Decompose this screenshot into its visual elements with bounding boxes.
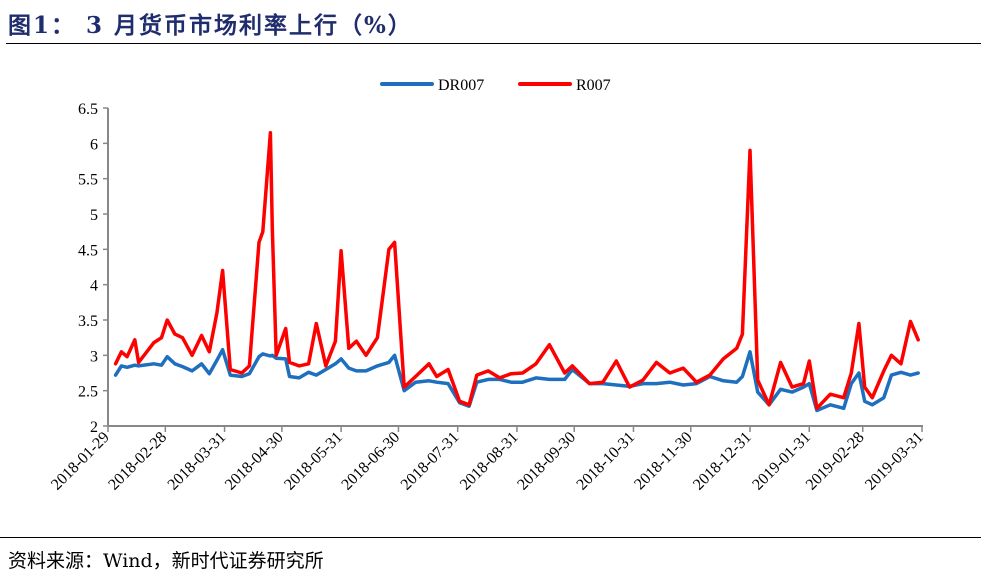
chart-legend: DR007 R007 [380,77,611,94]
y-tick-label: 4 [90,278,98,295]
series-line-r007 [113,130,920,411]
y-tick-label: 3 [90,348,98,365]
x-tick-label: 2018-02-28 [105,429,170,494]
x-tick-label: 2018-12-31 [690,429,755,494]
x-tick-label: 2018-01-29 [48,429,113,494]
x-tick-label: 2018-06-30 [338,429,403,494]
y-tick-label: 5.5 [78,172,98,189]
x-tick-label: 2018-10-31 [573,429,638,494]
y-tick-label: 6 [90,136,98,153]
x-tick-label: 2018-08-31 [457,429,522,494]
source-note: 资料来源：Wind，新时代证券研究所 [8,550,324,572]
x-tick-label: 2018-04-30 [222,429,287,494]
x-tick-label: 2019-03-31 [862,429,927,494]
y-tick-label: 4.5 [78,242,98,259]
y-tick-label: 2.5 [78,384,98,401]
y-tick-label: 6.5 [78,101,98,118]
y-tick-label: 2 [90,419,98,436]
chart-axes: 6.5 6 5.5 5 4.5 4 3.5 3 2.5 22018-01-292018-02-28… [48,101,927,494]
source-divider [0,537,981,538]
legend-label-dr007: DR007 [438,77,484,94]
x-tick-label: 2018-11-30 [631,429,695,493]
x-tick-label: 2018-07-31 [398,429,463,494]
y-tick-label: 3.5 [78,313,98,330]
chart-title: 图1： 3 月货币市场利率上行（%） [8,12,413,39]
x-tick-label: 2018-09-30 [514,429,579,494]
x-tick-label: 2018-03-31 [165,429,230,494]
legend-label-r007: R007 [576,77,611,94]
title-divider [6,43,981,44]
y-tick-label: 5 [90,207,98,224]
x-tick-label: 2018-05-31 [281,429,346,494]
series-line-dr007 [113,347,920,413]
x-tick-label: 2019-02-28 [803,429,868,494]
chart-series [113,130,920,413]
